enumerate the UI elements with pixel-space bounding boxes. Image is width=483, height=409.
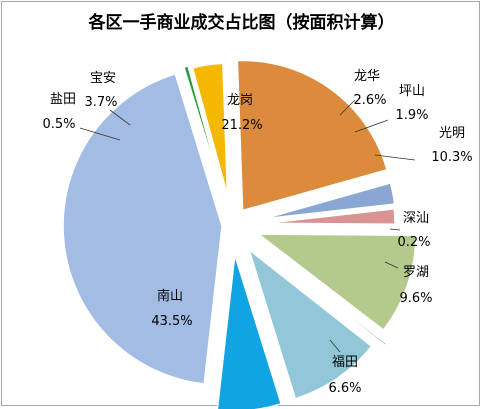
slice-label-福田: 福田 (332, 355, 358, 370)
pie-slice-福田 (216, 254, 283, 409)
slice-value-盐田: 0.5% (42, 117, 75, 132)
leader-line-坪山 (354, 119, 389, 133)
pie-slice-光明 (256, 233, 417, 331)
slice-label-坪山: 坪山 (399, 84, 425, 99)
slice-label-宝安: 宝安 (90, 71, 116, 86)
slice-value-深汕: 0.2% (397, 235, 430, 250)
pie-slice-龙岗 (236, 59, 388, 212)
leader-line-福田 (329, 339, 341, 353)
leader-line-盐田 (79, 127, 121, 141)
slice-label-罗湖: 罗湖 (403, 265, 429, 280)
pie-slice-深汕 (255, 242, 388, 347)
slice-label-南山: 南山 (157, 288, 183, 304)
pie-slice-宝安 (191, 62, 229, 196)
slice-value-龙岗: 21.2% (221, 118, 262, 133)
slice-label-龙岗: 龙岗 (227, 93, 253, 108)
pie-slice-坪山 (265, 208, 396, 225)
slice-value-南山: 43.5% (151, 314, 192, 329)
pie-slice-龙华 (263, 182, 396, 220)
leader-line-深汕 (389, 228, 401, 231)
pie-slice-盐田 (182, 65, 225, 197)
slice-value-光明: 10.3% (431, 150, 472, 165)
slice-value-龙华: 2.6% (353, 93, 386, 108)
slice-value-福田: 6.6% (328, 381, 361, 396)
slice-value-坪山: 1.9% (395, 108, 428, 123)
leader-line-龙华 (339, 99, 356, 116)
leader-line-宝安 (109, 109, 131, 126)
leader-line-罗湖 (384, 261, 399, 269)
slice-value-罗湖: 9.6% (399, 291, 432, 306)
leader-line-光明 (374, 154, 416, 161)
slice-label-光明: 光明 (439, 126, 465, 141)
chart-title: 各区一手商业成交占比图（按面积计算） (88, 13, 395, 33)
pie-slice-南山 (62, 73, 223, 385)
pie-slice-罗湖 (247, 247, 373, 400)
slice-label-盐田: 盐田 (50, 92, 76, 107)
slice-value-宝安: 3.7% (84, 95, 117, 110)
slice-label-深汕: 深汕 (403, 211, 429, 226)
slice-label-龙华: 龙华 (354, 69, 380, 84)
